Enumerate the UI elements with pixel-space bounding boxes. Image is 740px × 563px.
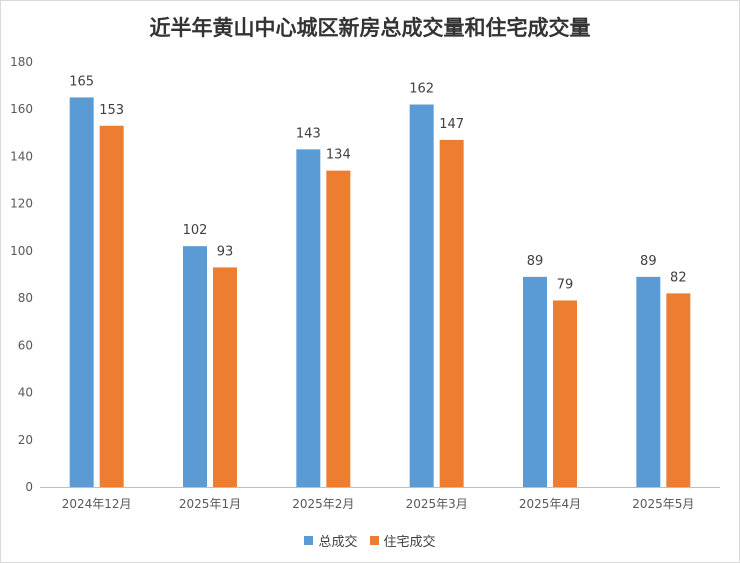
bar-residential bbox=[553, 300, 577, 487]
x-tick-label: 2025年4月 bbox=[519, 497, 581, 511]
data-label: 143 bbox=[296, 126, 321, 141]
y-tick-label: 160 bbox=[10, 102, 33, 116]
y-tick-label: 120 bbox=[10, 197, 33, 211]
bar-residential bbox=[99, 125, 124, 487]
bar-total bbox=[183, 246, 207, 487]
data-label: 165 bbox=[69, 74, 94, 89]
data-label: 82 bbox=[670, 270, 687, 285]
legend-item: 住宅成交 bbox=[369, 531, 436, 550]
data-label: 162 bbox=[409, 82, 434, 97]
bar-total bbox=[296, 149, 321, 487]
data-label: 147 bbox=[439, 117, 464, 132]
bar-residential bbox=[439, 139, 464, 487]
legend-item: 总成交 bbox=[304, 531, 358, 550]
y-tick-label: 60 bbox=[18, 338, 33, 352]
chart-title: 近半年黄山中心城区新房总成交量和住宅成交量 bbox=[149, 16, 591, 40]
x-tick-label: 2025年2月 bbox=[292, 497, 354, 511]
data-label: 89 bbox=[527, 254, 544, 269]
data-label: 93 bbox=[217, 244, 234, 259]
data-label: 102 bbox=[183, 223, 208, 238]
y-tick-label: 140 bbox=[10, 149, 33, 163]
legend-swatch bbox=[304, 536, 314, 545]
y-tick-label: 40 bbox=[18, 386, 33, 400]
data-label: 89 bbox=[640, 254, 657, 269]
data-label: 79 bbox=[557, 277, 574, 292]
y-tick-label: 20 bbox=[18, 433, 33, 447]
bar-residential bbox=[666, 293, 691, 487]
y-tick-label: 180 bbox=[10, 55, 33, 69]
y-tick-label: 80 bbox=[18, 291, 33, 305]
y-tick-label: 0 bbox=[25, 480, 33, 494]
y-tick-label: 100 bbox=[10, 244, 33, 258]
legend-swatch bbox=[369, 536, 379, 545]
bar-total bbox=[636, 276, 661, 487]
x-tick-label: 2025年1月 bbox=[179, 497, 241, 511]
bar-residential bbox=[213, 267, 237, 487]
chart-legend: 总成交 住宅成交 bbox=[0, 531, 740, 550]
x-tick-label: 2025年5月 bbox=[632, 497, 694, 511]
bar-total bbox=[409, 104, 434, 487]
data-label: 134 bbox=[326, 148, 351, 163]
x-tick-label: 2024年12月 bbox=[62, 497, 132, 511]
legend-label: 总成交 bbox=[318, 535, 358, 550]
bar-total bbox=[69, 97, 94, 488]
legend-label: 住宅成交 bbox=[383, 535, 436, 550]
bar-residential bbox=[326, 170, 351, 487]
data-label: 153 bbox=[99, 103, 124, 118]
bar-total bbox=[523, 276, 547, 487]
x-tick-label: 2025年3月 bbox=[406, 497, 468, 511]
